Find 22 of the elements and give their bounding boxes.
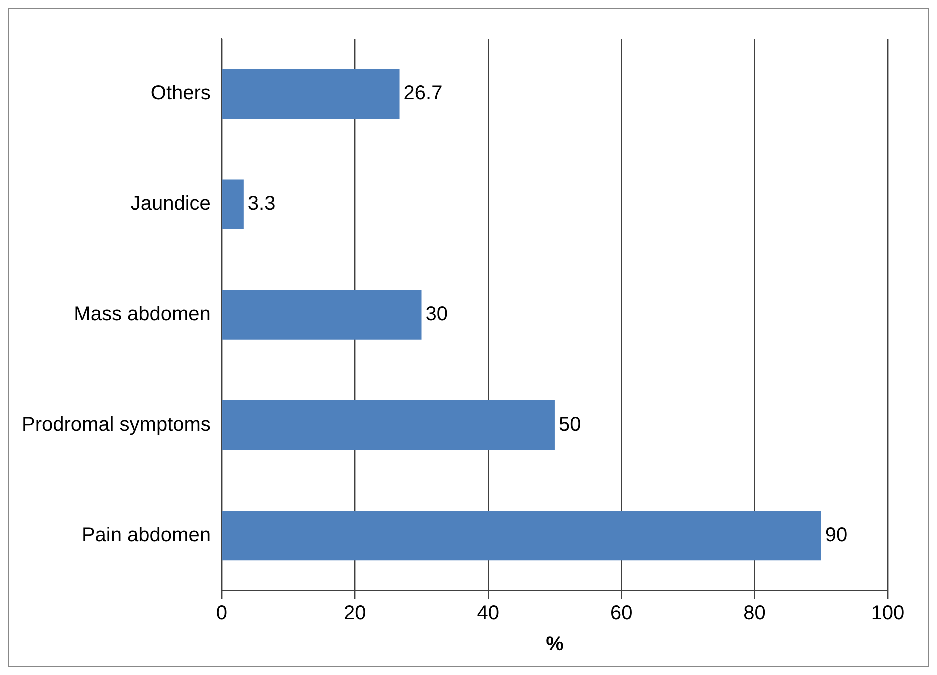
data-label: 3.3 bbox=[248, 193, 276, 216]
y-tick-label: Mass abdomen bbox=[74, 304, 211, 326]
bar bbox=[222, 180, 244, 230]
x-tick-label: 80 bbox=[744, 602, 766, 625]
x-tick-label: 0 bbox=[216, 602, 228, 625]
data-label: 50 bbox=[558, 414, 582, 436]
y-tick-label: Pain abdomen bbox=[82, 524, 211, 546]
data-label: 30 bbox=[426, 304, 448, 326]
data-label: 26.7 bbox=[404, 82, 443, 105]
x-tick-label: 20 bbox=[344, 602, 366, 625]
y-tick-label: Prodromal symptoms bbox=[22, 414, 211, 436]
x-axis-title: % bbox=[546, 634, 564, 656]
bar bbox=[222, 510, 822, 561]
y-tick-label: Jaundice bbox=[130, 193, 211, 216]
bar bbox=[222, 400, 555, 450]
x-tick-label: 60 bbox=[610, 602, 633, 625]
bar bbox=[222, 290, 422, 340]
bar bbox=[222, 69, 400, 120]
data-label: 90 bbox=[825, 524, 848, 546]
y-tick-label: Others bbox=[150, 82, 211, 105]
x-tick-label: 100 bbox=[871, 602, 905, 625]
x-tick-label: 40 bbox=[477, 602, 500, 625]
